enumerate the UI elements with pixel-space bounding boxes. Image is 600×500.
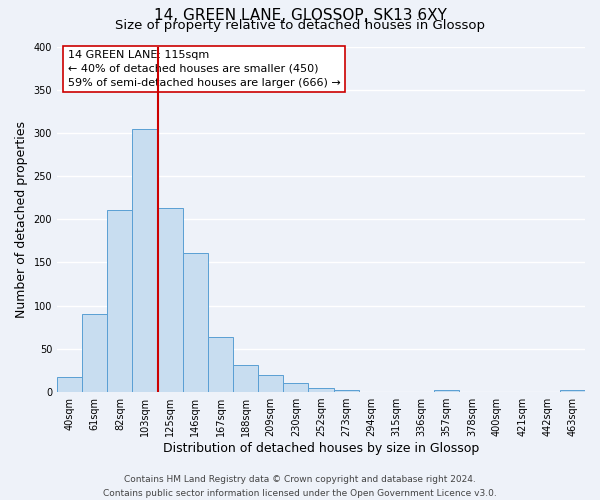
Bar — [334, 390, 359, 392]
Text: 14 GREEN LANE: 115sqm
← 40% of detached houses are smaller (450)
59% of semi-det: 14 GREEN LANE: 115sqm ← 40% of detached … — [68, 50, 340, 88]
Bar — [208, 337, 233, 392]
Bar — [233, 366, 258, 392]
Text: 14, GREEN LANE, GLOSSOP, SK13 6XY: 14, GREEN LANE, GLOSSOP, SK13 6XY — [154, 8, 446, 22]
Bar — [57, 378, 82, 392]
Text: Size of property relative to detached houses in Glossop: Size of property relative to detached ho… — [115, 18, 485, 32]
Bar — [82, 314, 107, 392]
Bar — [107, 210, 133, 392]
Bar — [258, 375, 283, 392]
Bar — [158, 208, 183, 392]
Bar — [308, 388, 334, 392]
Text: Contains HM Land Registry data © Crown copyright and database right 2024.
Contai: Contains HM Land Registry data © Crown c… — [103, 476, 497, 498]
Y-axis label: Number of detached properties: Number of detached properties — [15, 121, 28, 318]
Bar — [133, 128, 158, 392]
X-axis label: Distribution of detached houses by size in Glossop: Distribution of detached houses by size … — [163, 442, 479, 455]
Bar — [434, 390, 459, 392]
Bar — [183, 253, 208, 392]
Bar — [283, 384, 308, 392]
Bar — [560, 390, 585, 392]
